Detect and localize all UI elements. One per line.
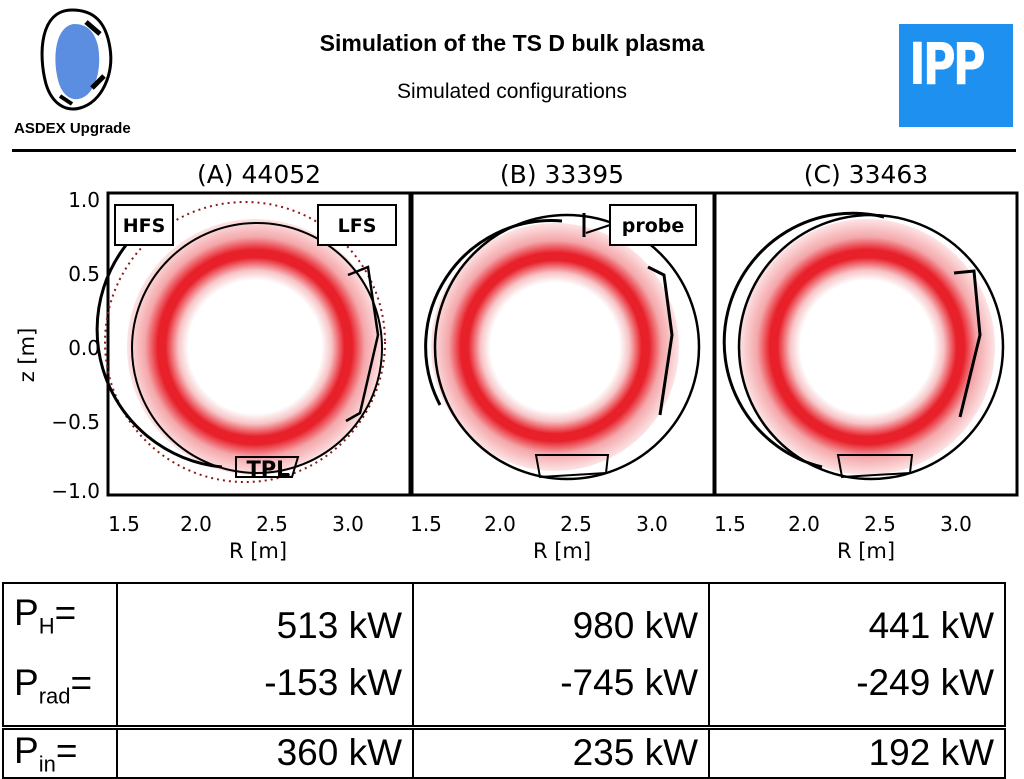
slide-subtitle: Simulated configurations [397,80,627,103]
x-axis-b: 1.5 2.0 2.5 3.0 R [m] [410,512,668,563]
x-axis-label: R [m] [533,539,591,563]
prad-label: Prad= [14,662,93,709]
ph-label: PH= [14,592,77,639]
pin-value-c: 192 kW [708,726,1006,779]
probe-label-box [609,204,697,246]
y-tick: 1.0 [68,188,100,212]
ph-value-b: 980 kW [572,605,698,647]
panel-c-hfs-wall [722,211,885,469]
ipp-logo-text: IPP [909,30,986,98]
x-tick: 2.0 [180,512,212,536]
x-tick: 3.0 [332,512,364,536]
panel-b-title: (B) 33395 [500,160,624,189]
y-axis: 1.0 0.5 0.0 −0.5 −1.0 z [m] [15,188,100,503]
panel-b-plasma [431,223,679,471]
configuration-figure: (A) 44052 HFS LFS TPL (B) 33395 probe (C… [15,160,1019,563]
panel-a-title: (A) 44052 [197,160,321,189]
asdex-vessel-icon [40,8,113,111]
x-tick: 2.5 [256,512,288,536]
prad-value-a: -153 kW [264,662,402,704]
table-cell-a: 513 kW -153 kW [116,581,414,730]
pin-value-a: 360 kW [116,726,414,779]
x-tick: 3.0 [636,512,668,536]
tpl-label: TPL [246,457,289,481]
hfs-label-box [114,204,174,246]
hfs-label: HFS [123,215,166,237]
asdex-upgrade-logo [10,4,150,144]
panel-c-divertor [836,454,914,479]
table-row: PH= Prad= 513 kW -153 kW 980 kW -745 kW … [2,581,1006,730]
x-tick: 2.0 [484,512,516,536]
panel-a-separatrix [131,222,383,474]
x-tick: 1.5 [714,512,746,536]
x-tick: 2.0 [788,512,820,536]
panel-b-divertor [534,454,610,479]
panel-b-hfs-wall [424,219,563,406]
probe-label: probe [622,215,685,237]
slide-title: Simulation of the TS D bulk plasma [319,30,705,56]
panel-b-lfs-limiter [647,265,674,416]
table-row: Pin= 360 kW 235 kW 192 kW [2,726,1006,779]
y-axis-label: z [m] [15,328,39,383]
prad-value-b: -745 kW [560,662,698,704]
panel-a-lfs-limiter [345,265,380,423]
y-tick: 0.0 [68,336,100,360]
ph-value-c: 441 kW [868,605,994,647]
panel-c-lfs-limiter [953,269,982,418]
panel-c-plasma [739,219,995,475]
x-axis-label: R [m] [229,539,287,563]
panel-a-tpl-outline [235,456,300,478]
logo-caption: ASDEX Upgrade [14,120,131,137]
panel-b-wall [433,213,701,481]
y-tick: −0.5 [51,410,100,434]
table-cell-c: 441 kW -249 kW [708,581,1006,730]
x-axis-label: R [m] [837,539,895,563]
table-label-cell: PH= Prad= [2,581,118,730]
y-tick: −1.0 [51,479,100,503]
panel-a-plasma [127,219,383,475]
prad-value-c: -249 kW [856,662,994,704]
table-cell-b: 980 kW -745 kW [412,581,710,730]
panel-b: (B) 33395 probe [410,160,716,497]
lfs-label-box [317,204,397,246]
ipp-logo: IPP [899,24,1013,127]
ph-value-a: 513 kW [276,605,402,647]
power-balance-table: PH= Prad= 513 kW -153 kW 980 kW -745 kW … [2,581,1006,779]
x-tick: 2.5 [560,512,592,536]
pin-value-b: 235 kW [412,726,710,779]
x-tick: 2.5 [864,512,896,536]
panel-a: (A) 44052 HFS LFS TPL [95,160,412,497]
probe-pointer [585,224,611,234]
panel-a-dotted-boundary [104,201,386,483]
x-tick: 1.5 [410,512,442,536]
header-divider [12,149,1016,152]
x-tick: 1.5 [108,512,140,536]
x-axis-c: 1.5 2.0 2.5 3.0 R [m] [714,512,972,563]
y-tick: 0.5 [68,262,100,286]
panel-c: (C) 33463 [713,160,1019,497]
x-tick: 3.0 [940,512,972,536]
lfs-label: LFS [338,215,377,237]
panel-a-hfs-wall [95,219,223,469]
pin-label: Pin= [2,726,118,779]
x-axis-a: 1.5 2.0 2.5 3.0 R [m] [108,512,364,563]
panel-c-title: (C) 33463 [804,160,928,189]
